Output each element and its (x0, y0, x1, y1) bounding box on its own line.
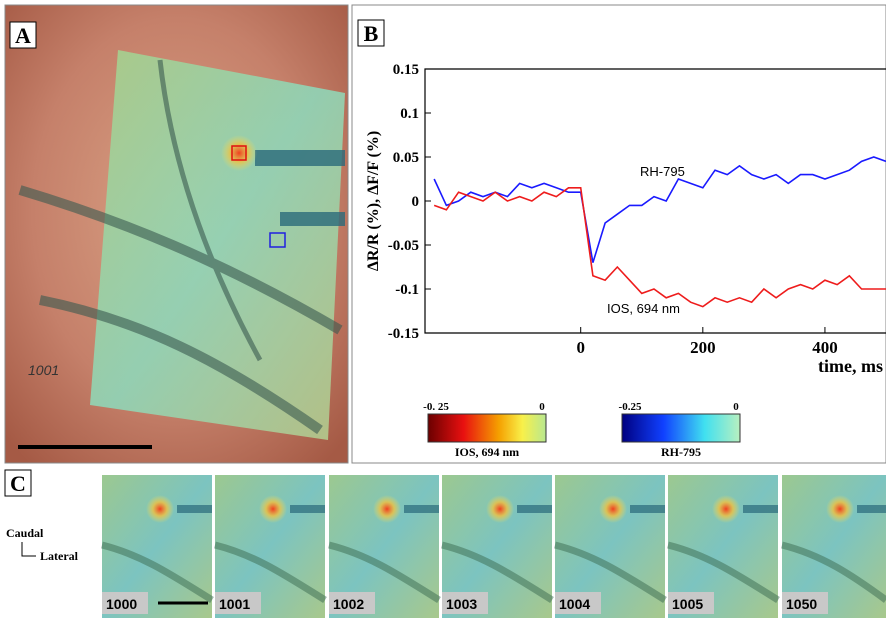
roi-red (231, 145, 247, 161)
colorbar-label: RH-795 (661, 445, 701, 459)
orientation-arrow (21, 542, 36, 557)
y-tick-label: 0.1 (400, 106, 419, 122)
frame-spot (259, 495, 287, 523)
y-tick-label: -0.15 (388, 326, 419, 342)
x-tick-label: 0 (576, 338, 585, 357)
frame-label: 1001 (28, 362, 59, 378)
frames: 1000 1001 1002 1003 1004 1005 1050 (101, 475, 886, 618)
y-tick-label: -0.05 (388, 238, 419, 254)
frame-electrode (177, 505, 212, 513)
series-line (433, 187, 886, 308)
orientation-label: Lateral (40, 549, 79, 563)
frame-label: 1000 (106, 596, 137, 612)
orientation-label: Caudal (6, 526, 44, 540)
colorbar (427, 413, 547, 443)
y-tick-label: 0 (412, 194, 420, 210)
colorbar-min: -0.25 (619, 401, 642, 413)
frame-spot (712, 495, 740, 523)
colorbar (621, 413, 741, 443)
colorbar-min: -0. 25 (423, 401, 449, 413)
frame-spot (373, 495, 401, 523)
frame-electrode (630, 505, 665, 513)
frame-spot (146, 495, 174, 523)
frame-spot (599, 495, 627, 523)
frame-electrode (743, 505, 778, 513)
frame-spot (826, 495, 854, 523)
electrode (280, 212, 345, 226)
frame-label-box (442, 592, 488, 614)
frame-label: 1001 (219, 596, 250, 612)
frame-electrode (857, 505, 886, 513)
frame-vessel (554, 541, 667, 603)
panel-label: C (10, 471, 26, 496)
activation-spot (221, 135, 257, 171)
frame-label: 1005 (672, 596, 703, 612)
vessels (18, 59, 343, 435)
series-label: IOS, 694 nm (607, 301, 680, 316)
frame-electrode (404, 505, 439, 513)
panel-label: B (364, 21, 379, 46)
series-label: RH-795 (640, 164, 685, 179)
frame-vessel (667, 541, 780, 603)
frame-vessel (214, 541, 327, 603)
colorbar-max: 0 (539, 401, 545, 413)
frame-label-box (329, 592, 375, 614)
frame-spot (486, 495, 514, 523)
frame-label: 1003 (446, 596, 477, 612)
frame-label-box (102, 592, 148, 614)
panel-label-box (4, 469, 32, 497)
roi-blue (269, 232, 286, 248)
frame-label: 1002 (333, 596, 364, 612)
y-tick-label: -0.1 (395, 282, 419, 298)
y-axis-label: ΔR/R (%), ΔF/F (%) (365, 131, 382, 271)
y-tick-label: 0.05 (393, 150, 419, 166)
y-tick-label: 0.15 (393, 62, 419, 78)
frame-vessel (781, 541, 886, 603)
panel-b-frame (351, 4, 886, 464)
frame-electrode (517, 505, 552, 513)
panel-label-box (357, 19, 385, 47)
frame-label: 1004 (559, 596, 590, 612)
x-axis-label: time, ms (818, 356, 883, 376)
frame-label-box (555, 592, 601, 614)
frame-electrode (290, 505, 325, 513)
frame-vessel (441, 541, 554, 603)
frame-vessel (328, 541, 441, 603)
colorbar-label: IOS, 694 nm (455, 445, 519, 459)
frame-label-box (215, 592, 261, 614)
colorbar-max: 0 (733, 401, 739, 413)
frame-label-box (782, 592, 828, 614)
electrode (255, 150, 345, 166)
series-line (433, 156, 886, 263)
frame-label: 1050 (786, 596, 817, 612)
frame-label-box (668, 592, 714, 614)
frame-vessel (101, 541, 214, 603)
x-tick-label: 200 (690, 338, 716, 357)
panel-label-box (9, 21, 37, 49)
x-tick-label: 400 (812, 338, 838, 357)
panel-label: A (15, 23, 31, 48)
overlay (90, 50, 345, 440)
